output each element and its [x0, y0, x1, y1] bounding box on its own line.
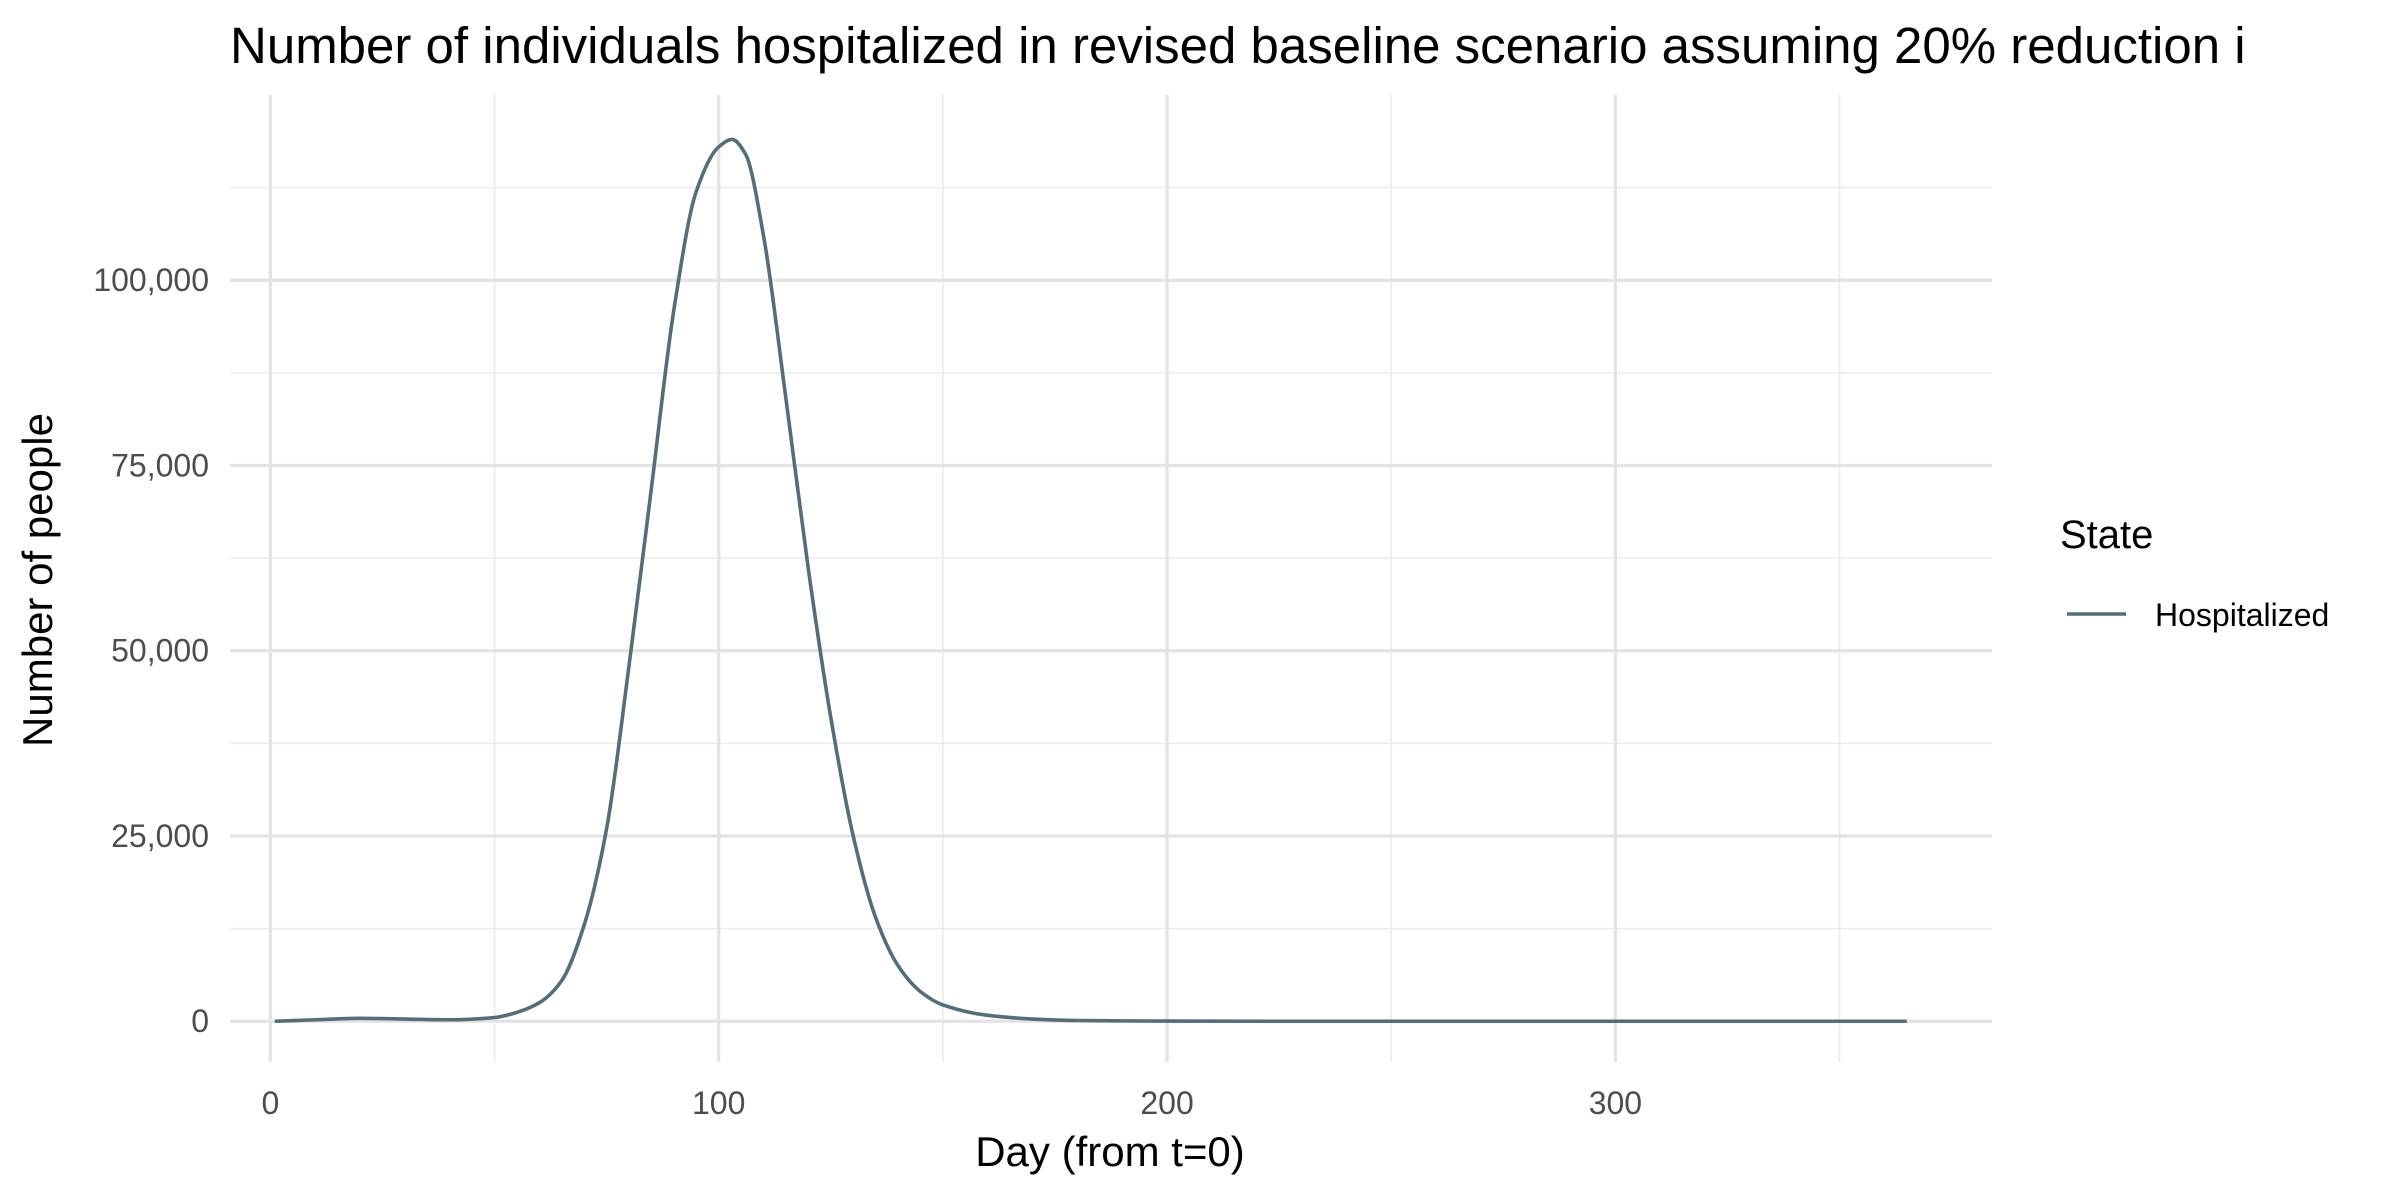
minor-gridlines	[230, 95, 1992, 1062]
y-axis-title: Number of people	[14, 413, 61, 747]
y-tick-label: 75,000	[111, 447, 209, 483]
x-tick-label: 100	[692, 1085, 745, 1121]
legend: State Hospitalized	[2060, 513, 2329, 633]
legend-title: State	[2060, 513, 2153, 557]
series-line-hospitalized	[274, 137, 1907, 1024]
plot-panel	[230, 95, 1992, 1062]
series-lines	[274, 137, 1907, 1024]
y-tick-label: 0	[191, 1003, 209, 1039]
y-tick-label: 50,000	[111, 633, 209, 669]
x-tick-label: 300	[1589, 1085, 1642, 1121]
y-tick-label: 25,000	[111, 818, 209, 854]
chart-title: Number of individuals hospitalized in re…	[230, 17, 2246, 74]
x-axis-title: Day (from t=0)	[975, 1128, 1245, 1175]
x-tick-label: 0	[261, 1085, 279, 1121]
y-axis-tick-labels: 0 25,000 50,000 75,000 100,000	[93, 262, 209, 1039]
x-tick-label: 200	[1140, 1085, 1193, 1121]
x-axis-tick-labels: 0 100 200 300	[261, 1085, 1642, 1121]
y-tick-label: 100,000	[93, 262, 209, 298]
legend-label-hospitalized: Hospitalized	[2155, 597, 2329, 633]
